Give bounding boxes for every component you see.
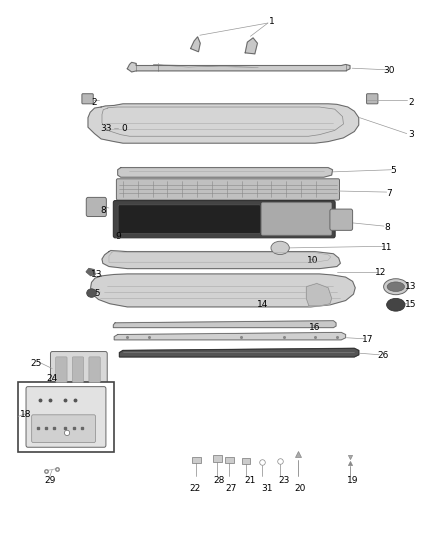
Text: 27: 27 [226,484,237,493]
Text: 24: 24 [46,374,58,383]
FancyBboxPatch shape [117,179,339,200]
Ellipse shape [87,289,96,297]
Text: 30: 30 [384,67,395,75]
FancyBboxPatch shape [86,197,106,216]
Text: 13: 13 [405,282,417,291]
FancyBboxPatch shape [50,352,107,386]
FancyBboxPatch shape [32,415,95,442]
Text: 31: 31 [261,484,273,493]
Ellipse shape [271,241,289,255]
Polygon shape [88,104,359,143]
Text: 8: 8 [384,223,390,232]
Ellipse shape [387,298,405,311]
Bar [225,457,234,463]
Text: 8: 8 [100,206,106,215]
Text: 15: 15 [405,300,417,309]
Bar [213,455,222,462]
FancyBboxPatch shape [113,200,335,238]
Text: 0: 0 [121,124,127,133]
Text: 23: 23 [278,476,290,484]
Text: 2: 2 [92,98,97,107]
Bar [242,458,251,464]
Ellipse shape [387,282,405,292]
Ellipse shape [64,430,70,435]
Polygon shape [86,269,95,276]
FancyBboxPatch shape [89,357,100,382]
FancyBboxPatch shape [56,357,67,382]
Text: 11: 11 [381,243,393,252]
Polygon shape [91,274,355,307]
FancyBboxPatch shape [330,209,353,230]
Polygon shape [102,251,340,269]
Polygon shape [127,62,350,72]
FancyBboxPatch shape [261,203,332,235]
Text: 12: 12 [375,269,386,277]
Polygon shape [306,284,332,306]
Polygon shape [245,38,258,54]
Polygon shape [118,167,332,177]
Text: 26: 26 [377,351,389,360]
Text: 17: 17 [362,335,373,344]
Text: 10: 10 [307,256,318,264]
Text: 29: 29 [44,476,55,484]
Text: 28: 28 [213,476,225,484]
FancyBboxPatch shape [82,94,93,104]
Text: 18: 18 [20,410,32,419]
Text: 13: 13 [91,270,102,279]
Polygon shape [191,37,200,52]
Text: 3: 3 [408,130,414,139]
Text: 16: 16 [309,322,321,332]
Text: 25: 25 [31,359,42,368]
Polygon shape [113,321,336,328]
Text: 7: 7 [386,189,392,198]
Polygon shape [120,349,359,357]
Ellipse shape [384,279,408,295]
Bar [18,382,114,451]
FancyBboxPatch shape [118,205,261,233]
Text: 22: 22 [190,484,201,493]
Text: 1: 1 [268,18,274,27]
Text: 15: 15 [90,288,102,297]
Text: 20: 20 [294,484,306,493]
Text: 2: 2 [408,98,414,107]
Text: 19: 19 [347,476,358,484]
Bar [192,457,201,463]
FancyBboxPatch shape [26,386,106,447]
FancyBboxPatch shape [367,94,378,104]
Text: 5: 5 [391,166,396,175]
Text: 9: 9 [116,232,121,241]
Text: 21: 21 [244,476,255,484]
FancyBboxPatch shape [72,357,84,382]
Polygon shape [114,333,346,340]
Text: 14: 14 [257,300,268,309]
Text: 33: 33 [101,124,112,133]
